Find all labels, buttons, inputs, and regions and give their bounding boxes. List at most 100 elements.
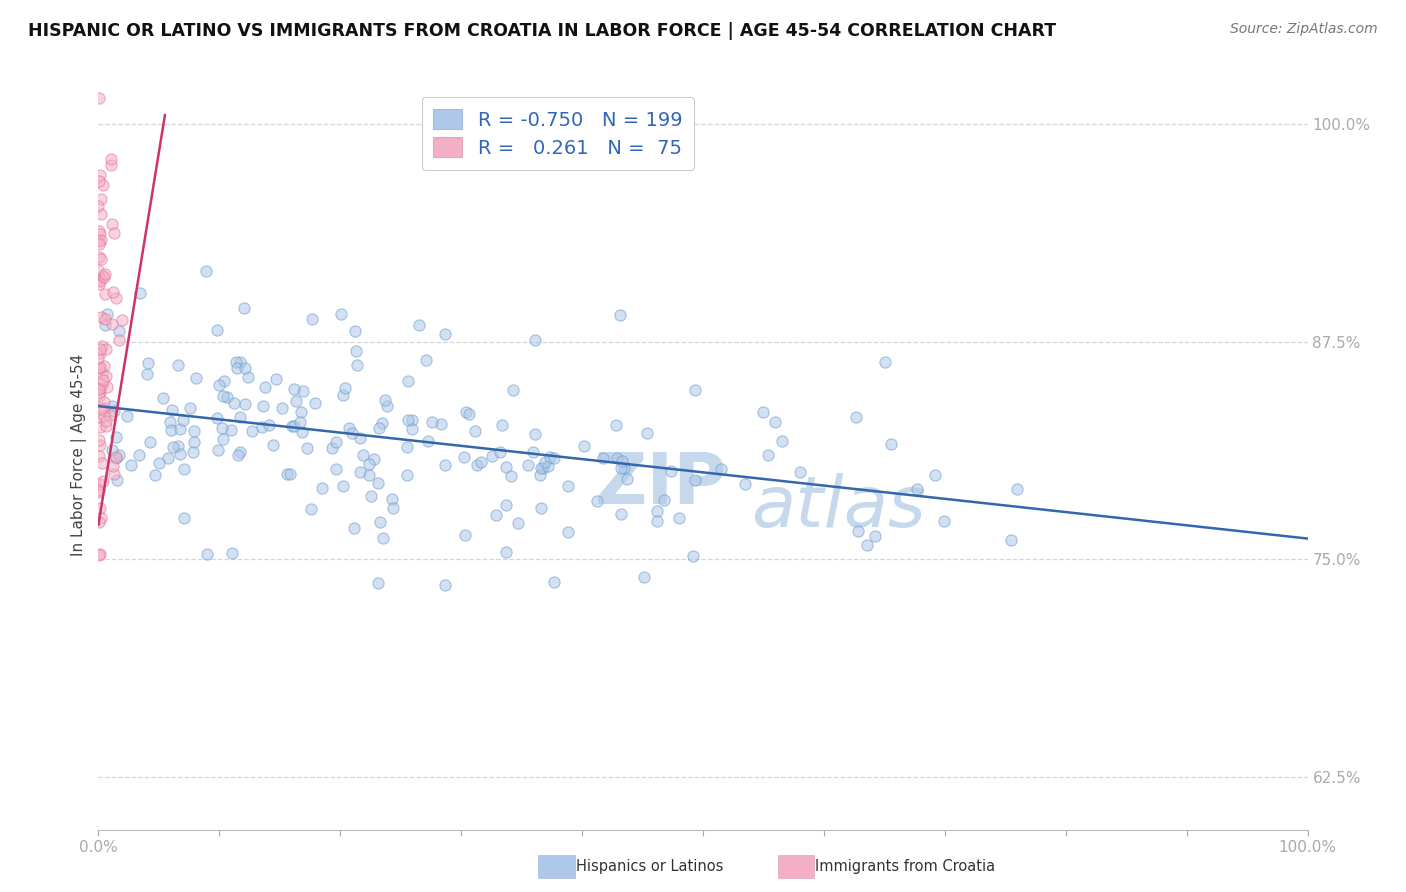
Point [357,467,380,482]
Point [94,342,117,356]
Point [645,514,668,528]
Point [592,450,614,465]
Point [368,515,391,529]
Point [104,430,127,444]
Point [264,372,287,386]
Point [98,408,121,422]
Point [101,458,124,473]
Point [401,422,423,436]
Point [89,438,111,452]
Point [557,479,579,493]
Point [91,373,114,387]
Point [752,405,775,419]
Point [169,422,191,436]
Point [87,485,110,500]
Point [932,514,955,528]
Point [93,395,115,409]
Point [250,420,273,434]
Point [94,311,117,326]
Point [87,549,110,563]
Point [543,451,565,466]
Point [464,424,486,438]
Point [434,578,457,592]
Point [87,277,110,291]
Point [605,417,627,432]
Point [257,417,280,432]
Point [506,516,529,530]
Point [683,473,706,487]
Point [530,461,553,475]
Point [645,504,668,518]
Point [233,301,256,315]
Point [107,449,129,463]
Point [181,444,204,458]
Point [321,442,343,456]
Point [87,199,110,213]
Point [465,458,488,472]
Point [212,374,235,388]
Point [152,391,174,405]
Point [94,369,117,384]
Point [100,158,122,172]
Point [252,399,274,413]
Point [368,421,391,435]
Point [195,263,218,277]
Point [636,425,658,440]
Point [90,252,112,266]
Point [332,479,354,493]
Point [346,344,368,359]
Point [408,318,430,333]
Point [346,358,368,372]
Point [87,262,110,277]
Point [491,418,513,433]
Point [89,274,111,288]
Point [87,434,110,448]
Point [87,449,110,463]
Point [128,448,150,462]
Point [89,227,111,242]
Point [101,285,124,299]
Point [529,468,551,483]
Point [377,399,399,413]
Point [90,233,112,247]
Point [225,355,247,369]
Point [93,474,115,488]
Point [87,477,110,491]
Point [173,462,195,476]
Point [89,382,111,396]
Point [87,361,110,376]
Point [495,545,517,559]
Text: Hispanics or Latinos: Hispanics or Latinos [576,859,724,873]
Point [291,425,314,439]
Point [343,521,366,535]
Point [522,445,544,459]
Point [382,501,405,516]
Point [523,333,546,347]
Point [240,424,263,438]
Point [94,418,117,433]
Point [763,415,786,429]
Point [184,371,207,385]
Point [89,346,111,360]
Point [453,450,475,465]
Point [169,447,191,461]
Point [845,410,868,425]
Point [105,451,128,466]
Point [157,450,180,465]
Point [349,465,371,479]
Point [91,339,114,353]
Point [89,500,111,515]
Point [172,412,194,426]
Point [101,399,124,413]
Point [278,467,301,482]
Point [609,309,631,323]
Point [233,397,256,411]
Point [90,192,112,206]
Point [87,409,110,424]
Point [221,423,243,437]
Point [128,285,150,300]
Point [283,382,305,396]
Point [117,409,139,423]
Point [433,458,456,472]
Point [93,270,115,285]
